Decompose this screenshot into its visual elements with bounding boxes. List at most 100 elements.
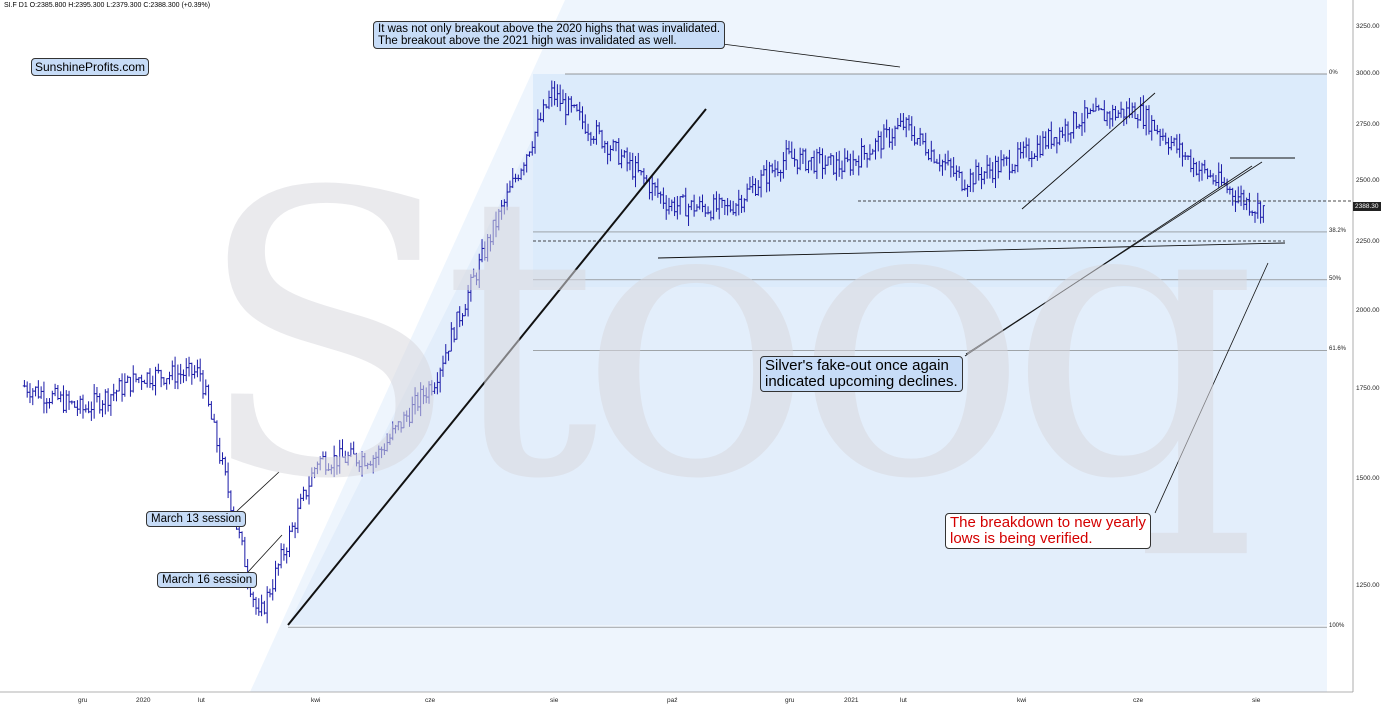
fib-label: 100%: [1329, 623, 1345, 630]
axis-gutter: [1327, 0, 1353, 692]
ohlc-bar: [131, 365, 135, 393]
ohlc-bar: [265, 586, 269, 624]
ohlc-bar: [148, 368, 152, 388]
ohlc-bar: [53, 383, 57, 397]
y-tick-label: 1500.00: [1356, 475, 1380, 483]
ohlc-bar: [109, 393, 113, 416]
ohlc-bar: [45, 398, 49, 414]
ohlc-bar: [28, 383, 32, 404]
stooq-watermark: Stooq: [195, 110, 1258, 564]
ohlc-bar: [137, 377, 141, 384]
ohlc-bar: [145, 372, 149, 388]
ohlc-bar: [39, 386, 43, 399]
ohlc-bar: [120, 373, 124, 402]
ohlc-bar: [257, 598, 261, 616]
last-price-tag: 2388.30: [1353, 202, 1381, 211]
ohlc-bar: [47, 398, 52, 409]
y-tick-label: 1250.00: [1356, 582, 1380, 589]
ohlc-bar: [75, 400, 80, 417]
ohlc-bar: [262, 600, 266, 615]
ohlc-bar: [126, 375, 130, 383]
x-tick-label: 2020: [136, 697, 151, 704]
ohlc-bar: [31, 388, 35, 406]
march16-pointer: [247, 534, 283, 573]
ohlc-bar: [33, 386, 38, 397]
ohlc-bar: [159, 369, 163, 388]
x-tick-label: sie: [550, 697, 559, 704]
march16-callout: March 16 session: [157, 572, 258, 589]
fib-label: 0%: [1329, 70, 1338, 76]
main-uptrend-line: [287, 108, 707, 626]
breakdown-pointer: [1154, 262, 1269, 514]
y-tick-label: 3000.00: [1356, 70, 1380, 77]
fakeout-callout: Silver's fake-out once again indicated u…: [760, 356, 963, 392]
top-note-line-2: The breakout above the 2021 high was inv…: [378, 35, 677, 48]
ohlc-bar: [117, 377, 121, 392]
fib-label: 38.2%: [1329, 227, 1347, 234]
march13-pointer: [236, 471, 280, 512]
ohlc-bar: [165, 378, 169, 390]
ohlc-bar: [106, 388, 110, 412]
ohlc-bar: [273, 560, 278, 592]
channel-support-line: [657, 242, 1286, 259]
y-tick-label: 2250.00: [1356, 238, 1380, 246]
recent-uptrend-line: [1021, 92, 1156, 210]
ohlc-bar: [153, 366, 158, 396]
ohlc-bar: [56, 384, 60, 401]
x-tick-label: lut: [198, 697, 205, 704]
ohlc-bar: [276, 563, 280, 576]
x-tick-label: cze: [1133, 697, 1144, 704]
ohlc-bar: [98, 393, 102, 414]
ohlc-readout: SI.F D1 O:2385.800 H:2395.300 L:2379.300…: [4, 2, 211, 9]
ohlc-bar: [179, 363, 183, 385]
ohlc-bar: [140, 374, 144, 390]
ohlc-bar: [42, 381, 46, 414]
ohlc-bar: [271, 579, 275, 601]
x-tick-label: kwi: [311, 697, 321, 704]
ohlc-bar: [73, 401, 77, 408]
y-tick-label: 2000.00: [1356, 307, 1380, 315]
ohlc-bar: [170, 360, 174, 381]
breakdown-line-1: The breakdown to new yearly: [950, 514, 1146, 531]
fakeout-line-1: Silver's fake-out once again: [765, 357, 949, 374]
ohlc-bar: [89, 401, 93, 421]
ohlc-bar: [156, 363, 160, 374]
y-tick-label: 1750.00: [1356, 385, 1380, 393]
ohlc-bar: [25, 381, 29, 398]
fakeout-pointer-2: [965, 161, 1263, 355]
ohlc-bar: [162, 377, 166, 386]
x-tick-label: lut: [900, 697, 907, 704]
ohlc-bar: [86, 401, 91, 414]
x-tick-label: 2021: [844, 697, 859, 704]
ohlc-bar: [61, 385, 66, 413]
fakeout-pointer-1: [964, 165, 1253, 357]
ohlc-bar: [78, 395, 82, 414]
ohlc-bar: [142, 379, 146, 384]
x-tick-label: kwi: [1017, 697, 1027, 704]
ohlc-bar: [134, 373, 138, 383]
y-tick-label: 3250.00: [1356, 23, 1380, 31]
ohlc-bar: [123, 373, 127, 397]
ohlc-bar: [254, 596, 258, 615]
x-tick-label: gru: [785, 697, 795, 704]
ohlc-bar: [151, 375, 155, 391]
ohlc-bar: [184, 358, 188, 382]
top-note-callout: It was not only breakout above the 2020 …: [373, 21, 726, 50]
ohlc-bar: [36, 380, 40, 399]
fakeout-line-2: indicated upcoming declines.: [765, 372, 958, 390]
y-tick-label: 2500.00: [1356, 176, 1380, 184]
ohlc-bar: [128, 376, 133, 397]
annotation-lines: [236, 41, 1353, 626]
ohlc-bar: [67, 390, 71, 410]
fib-label: 50%: [1329, 275, 1342, 282]
ohlc-bar: [92, 384, 96, 419]
ohlc-bar: [100, 400, 105, 418]
x-tick-label: gru: [78, 697, 88, 704]
ohlc-bar: [103, 389, 107, 415]
ohlc-bar: [84, 404, 88, 413]
ohlc-bar: [114, 389, 119, 402]
top-note-line-1: It was not only breakout above the 2020 …: [378, 23, 721, 35]
top-note-pointer: [706, 41, 901, 68]
ohlc-bar: [167, 371, 172, 385]
